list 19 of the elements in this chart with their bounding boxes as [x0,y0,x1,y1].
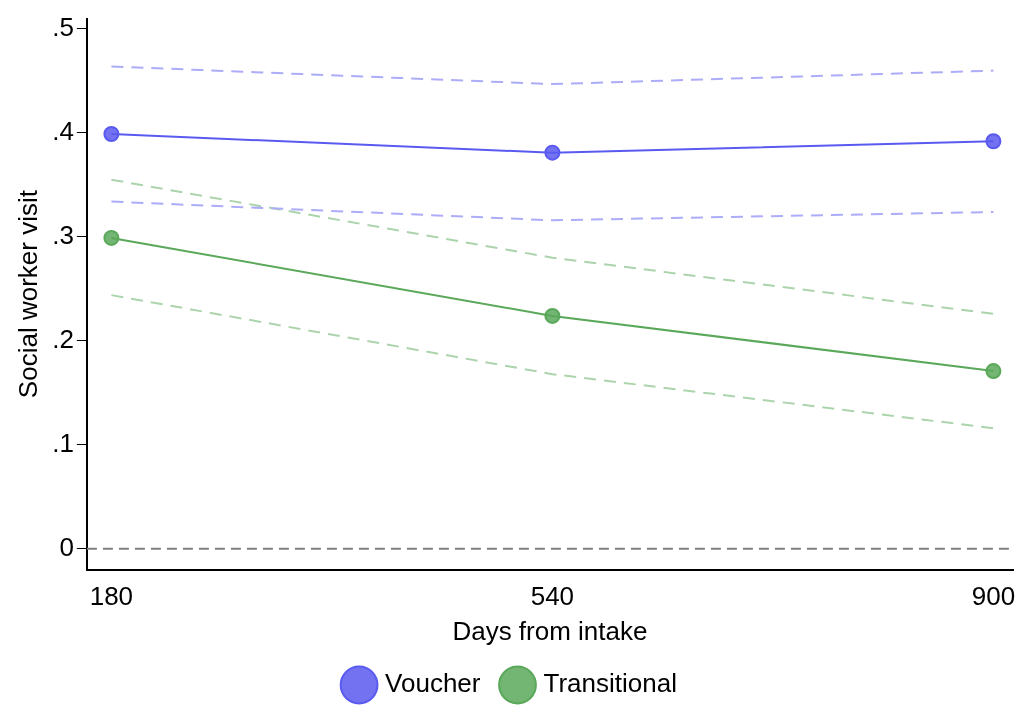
x-tick-label: 180 [89,581,134,612]
point [544,144,561,161]
y-tick-label: .2 [52,324,74,355]
y-tick-label: .1 [52,428,74,459]
x-axis-title: Days from intake [452,615,648,646]
y-tick-label: 0 [59,531,74,562]
legend-label: Transitional [543,668,677,699]
point [103,126,120,142]
point [985,363,1002,380]
y-axis-title: Social worker visit [12,189,43,399]
y-tick-label: .5 [52,12,74,43]
point [544,307,561,324]
legend-label: Voucher [385,668,481,699]
y-tick-label: .3 [52,220,74,251]
x-tick-label: 540 [530,581,575,612]
y-tick-label: .4 [52,116,74,147]
point [103,229,120,246]
x-tick-label: 900 [971,581,1016,612]
point [985,133,1002,150]
